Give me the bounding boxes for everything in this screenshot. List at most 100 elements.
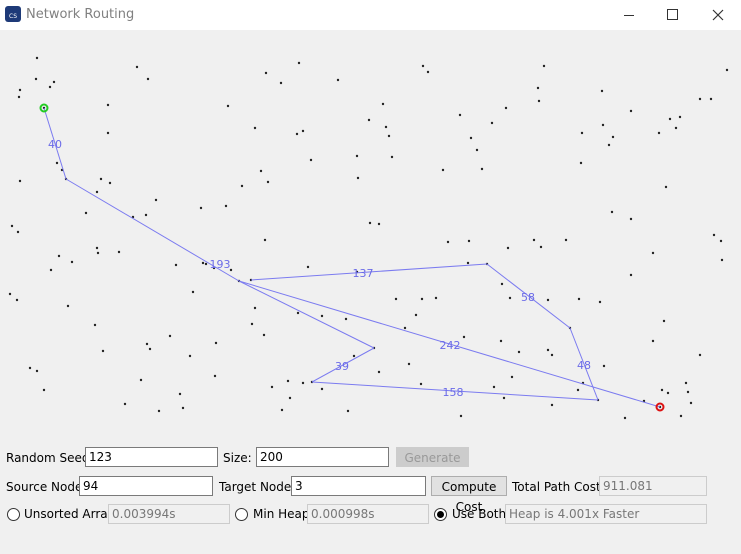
node-dot xyxy=(145,342,149,346)
size-input[interactable]: 200 xyxy=(256,447,389,467)
both-label[interactable]: Use Both xyxy=(452,507,507,521)
node-dot xyxy=(35,56,39,60)
node-dot xyxy=(224,204,228,208)
node-dot xyxy=(611,135,615,139)
size-label: Size: xyxy=(223,451,252,465)
node-dot xyxy=(651,339,655,343)
node-dot xyxy=(226,104,230,108)
node-dot xyxy=(212,266,216,270)
node-dot xyxy=(598,300,602,304)
node-dot xyxy=(387,134,391,138)
target-marker xyxy=(655,402,665,412)
node-dot xyxy=(686,390,690,394)
node-dot xyxy=(434,296,438,300)
heap-label[interactable]: Min Heap xyxy=(253,507,310,521)
maximize-button[interactable] xyxy=(667,9,678,20)
node-dot xyxy=(148,347,152,351)
node-dot xyxy=(201,261,205,265)
close-button[interactable] xyxy=(712,9,724,21)
node-dot xyxy=(301,129,305,133)
node-dot xyxy=(352,354,356,358)
node-dot xyxy=(712,233,716,237)
node-dot xyxy=(720,258,724,262)
node-dot xyxy=(678,115,682,119)
node-dot xyxy=(550,353,554,357)
node-dot xyxy=(240,184,244,188)
node-dot xyxy=(135,65,139,69)
unsorted-radio[interactable] xyxy=(7,508,20,521)
node-dot xyxy=(390,155,394,159)
node-dot xyxy=(139,378,143,382)
node-dot xyxy=(10,224,14,228)
heap-time: 0.000998s xyxy=(307,504,429,524)
node-dot xyxy=(95,190,99,194)
node-dot xyxy=(34,77,38,81)
node-dot xyxy=(506,246,510,250)
node-dot xyxy=(469,136,473,140)
node-dot xyxy=(336,78,340,82)
node-dot xyxy=(55,161,59,165)
node-dot xyxy=(356,176,360,180)
node-dot xyxy=(546,348,550,352)
node-dot xyxy=(719,239,723,243)
node-dot xyxy=(199,206,203,210)
seed-label: Random Seed: xyxy=(6,451,94,465)
node-dot xyxy=(381,102,385,106)
node-dot xyxy=(346,409,350,413)
cost-field: 911.081 xyxy=(599,476,707,496)
node-dot xyxy=(214,341,218,345)
node-dot xyxy=(96,251,100,255)
source-label: Source Node: xyxy=(6,480,87,494)
node-dot xyxy=(657,131,661,135)
node-dot xyxy=(475,148,479,152)
node-dot xyxy=(306,265,310,269)
path-edges xyxy=(43,107,661,408)
node-dot xyxy=(467,239,471,243)
node-dot xyxy=(508,296,512,300)
node-dot xyxy=(426,70,430,74)
node-dot xyxy=(709,97,713,101)
node-dot xyxy=(146,77,150,81)
node-dot xyxy=(546,298,550,302)
seed-input[interactable]: 123 xyxy=(85,447,218,467)
node-dot xyxy=(607,143,611,147)
node-dot xyxy=(188,354,192,358)
compute-button[interactable]: Compute Cost xyxy=(431,476,507,514)
target-input[interactable]: 3 xyxy=(291,476,426,496)
node-dot xyxy=(280,408,284,412)
node-dot xyxy=(629,109,633,113)
node-dot xyxy=(157,409,161,413)
node-dot xyxy=(320,387,324,391)
node-dot xyxy=(49,268,53,272)
source-input[interactable]: 94 xyxy=(79,476,213,496)
node-dot xyxy=(8,292,12,296)
node-dot xyxy=(623,416,627,420)
node-dot xyxy=(66,304,70,308)
node-dot xyxy=(446,240,450,244)
node-dot xyxy=(660,388,664,392)
edge-label: 137 xyxy=(353,267,374,280)
node-dot xyxy=(662,319,666,323)
window-title: Network Routing xyxy=(26,7,135,22)
minimize-button[interactable] xyxy=(624,15,634,16)
node-dot xyxy=(550,403,554,407)
heap-radio[interactable] xyxy=(235,508,248,521)
node-dot xyxy=(367,118,371,122)
node-dot xyxy=(101,349,105,353)
both-radio[interactable] xyxy=(434,508,447,521)
node-dot xyxy=(213,374,217,378)
node-dot xyxy=(301,381,305,385)
node-dot xyxy=(204,262,208,266)
node-dot xyxy=(499,339,503,343)
node-dot xyxy=(17,95,21,99)
node-dot xyxy=(191,290,195,294)
comparison-field: Heap is 4.001x Faster xyxy=(505,504,707,524)
node-dot xyxy=(537,99,541,103)
node-dot xyxy=(286,379,290,383)
node-dot xyxy=(297,61,301,65)
node-dot xyxy=(144,213,148,217)
node-dot xyxy=(407,362,411,366)
node-dot xyxy=(18,88,22,92)
unsorted-label[interactable]: Unsorted Array xyxy=(24,507,115,521)
